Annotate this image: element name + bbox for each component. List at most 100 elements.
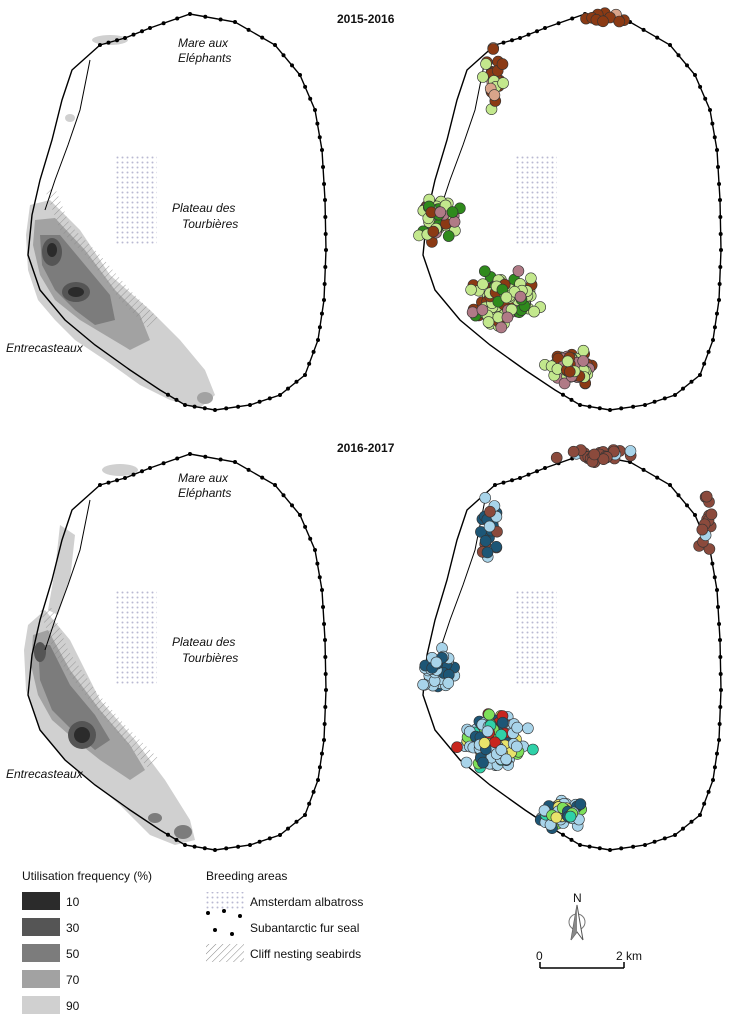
location-point (588, 448, 601, 461)
panel-year-2015: 2015-2016 (337, 12, 395, 26)
fur-seal-dot (320, 588, 324, 592)
fur-seal-dot (267, 396, 272, 401)
legend-swatch-50 (22, 944, 60, 962)
location-point (479, 265, 491, 278)
fur-seal-dot (689, 379, 694, 384)
fur-seal-dot (526, 32, 531, 37)
fur-seal-dot (321, 165, 326, 169)
fur-seal-dot (203, 14, 208, 19)
fur-seal-dot (569, 397, 574, 402)
albatross-breeding-area (515, 155, 557, 245)
fur-seal-dot (323, 232, 328, 236)
location-point (481, 546, 494, 559)
foraging-locations (417, 444, 718, 835)
location-point (465, 283, 477, 296)
fur-seal-dot (668, 43, 672, 47)
fur-seal-dot (578, 403, 582, 407)
location-point (500, 753, 512, 766)
legend-albatross-swatch (206, 892, 244, 910)
fur-seal-dot (148, 26, 152, 30)
place-west: Entrecasteaux (6, 341, 84, 355)
fur-seal-dot (712, 575, 717, 580)
location-point (500, 291, 513, 304)
fur-seal-dot (224, 846, 229, 851)
fur-seal-dot (689, 819, 694, 824)
location-point (597, 453, 610, 466)
fur-seal-dot (703, 96, 708, 101)
fur-seal-dot (315, 121, 320, 126)
fur-seal-dot (148, 466, 152, 470)
cliff-hatch (40, 608, 160, 770)
fur-seal-dot (161, 461, 166, 466)
location-point (501, 311, 514, 324)
legend-fur-seal-swatch (206, 909, 242, 936)
fur-seal-dot (278, 833, 282, 837)
location-point (477, 278, 489, 291)
fur-seal-dot (510, 38, 514, 43)
fur-seal-dot (322, 298, 326, 302)
fur-seal-dot (213, 848, 217, 852)
fur-seal-dot (569, 837, 574, 842)
location-point (477, 756, 489, 769)
fur-seal-dot (161, 21, 166, 26)
fur-seal-dot (311, 349, 316, 354)
fur-seal-dot (313, 108, 317, 112)
legend-albatross-label: Amsterdam albatross (250, 895, 363, 909)
fur-seal-dot (260, 35, 265, 40)
fur-seal-dot (717, 298, 721, 302)
inland-track (44, 59, 91, 211)
fur-seal-dot (662, 396, 667, 401)
fur-seal-dot (608, 848, 612, 852)
fur-seal-dot (317, 575, 322, 580)
location-point (478, 737, 491, 749)
location-point (475, 526, 487, 538)
fur-seal-dot (711, 338, 715, 342)
fur-seal-dot (556, 21, 561, 26)
legend-cliff-label: Cliff nesting seabirds (250, 947, 361, 961)
location-point (624, 445, 637, 457)
fur-seal-dot (323, 215, 328, 219)
legend-label-70: 70 (66, 973, 80, 987)
fur-seal-dot (655, 475, 660, 480)
location-point (442, 230, 455, 242)
fur-seal-dot (233, 460, 237, 464)
fur-seal-dot (267, 836, 272, 841)
scalebar-end: 2 km (616, 949, 642, 963)
fur-seal-dot (543, 26, 547, 30)
fur-seal-dot (290, 63, 294, 68)
fur-seal-dot (676, 493, 681, 498)
fur-seal-dot (236, 404, 241, 409)
fur-seal-dot (313, 548, 317, 552)
legend-label-30: 30 (66, 921, 80, 935)
location-point (496, 58, 509, 70)
fur-seal-dot (323, 265, 328, 269)
legend-ud-title: Utilisation frequency (%) (22, 869, 152, 883)
fur-seal-dot (317, 325, 322, 330)
fur-seal-dot (183, 403, 187, 407)
location-point (484, 505, 496, 518)
legend-fur-seal-label: Subantarctic fur seal (250, 921, 359, 935)
fur-seal-dot (294, 379, 299, 384)
fur-seal-dot (140, 29, 144, 34)
legend-label-50: 50 (66, 947, 80, 961)
fur-seal-dot (643, 403, 647, 407)
fur-seal-dot (273, 43, 277, 47)
fur-seal-dot (717, 282, 722, 286)
fur-seal-dot (324, 248, 328, 252)
location-point (564, 365, 576, 378)
fur-seal-dot (501, 480, 506, 485)
fur-seal-dot (698, 373, 702, 377)
location-point (479, 535, 492, 547)
fur-seal-dot (698, 813, 702, 817)
fur-seal-dot (218, 457, 223, 462)
fur-seal-dot (307, 801, 312, 806)
location-point (561, 355, 574, 368)
fur-seal-dot (706, 349, 711, 354)
fur-seal-dot (619, 846, 624, 851)
fur-seal-dot (203, 454, 208, 459)
place-west: Entrecasteaux (6, 767, 84, 781)
location-point (479, 491, 491, 504)
fur-seal-dot (673, 833, 677, 837)
fur-seal-dot (202, 406, 207, 411)
location-point (482, 316, 495, 328)
